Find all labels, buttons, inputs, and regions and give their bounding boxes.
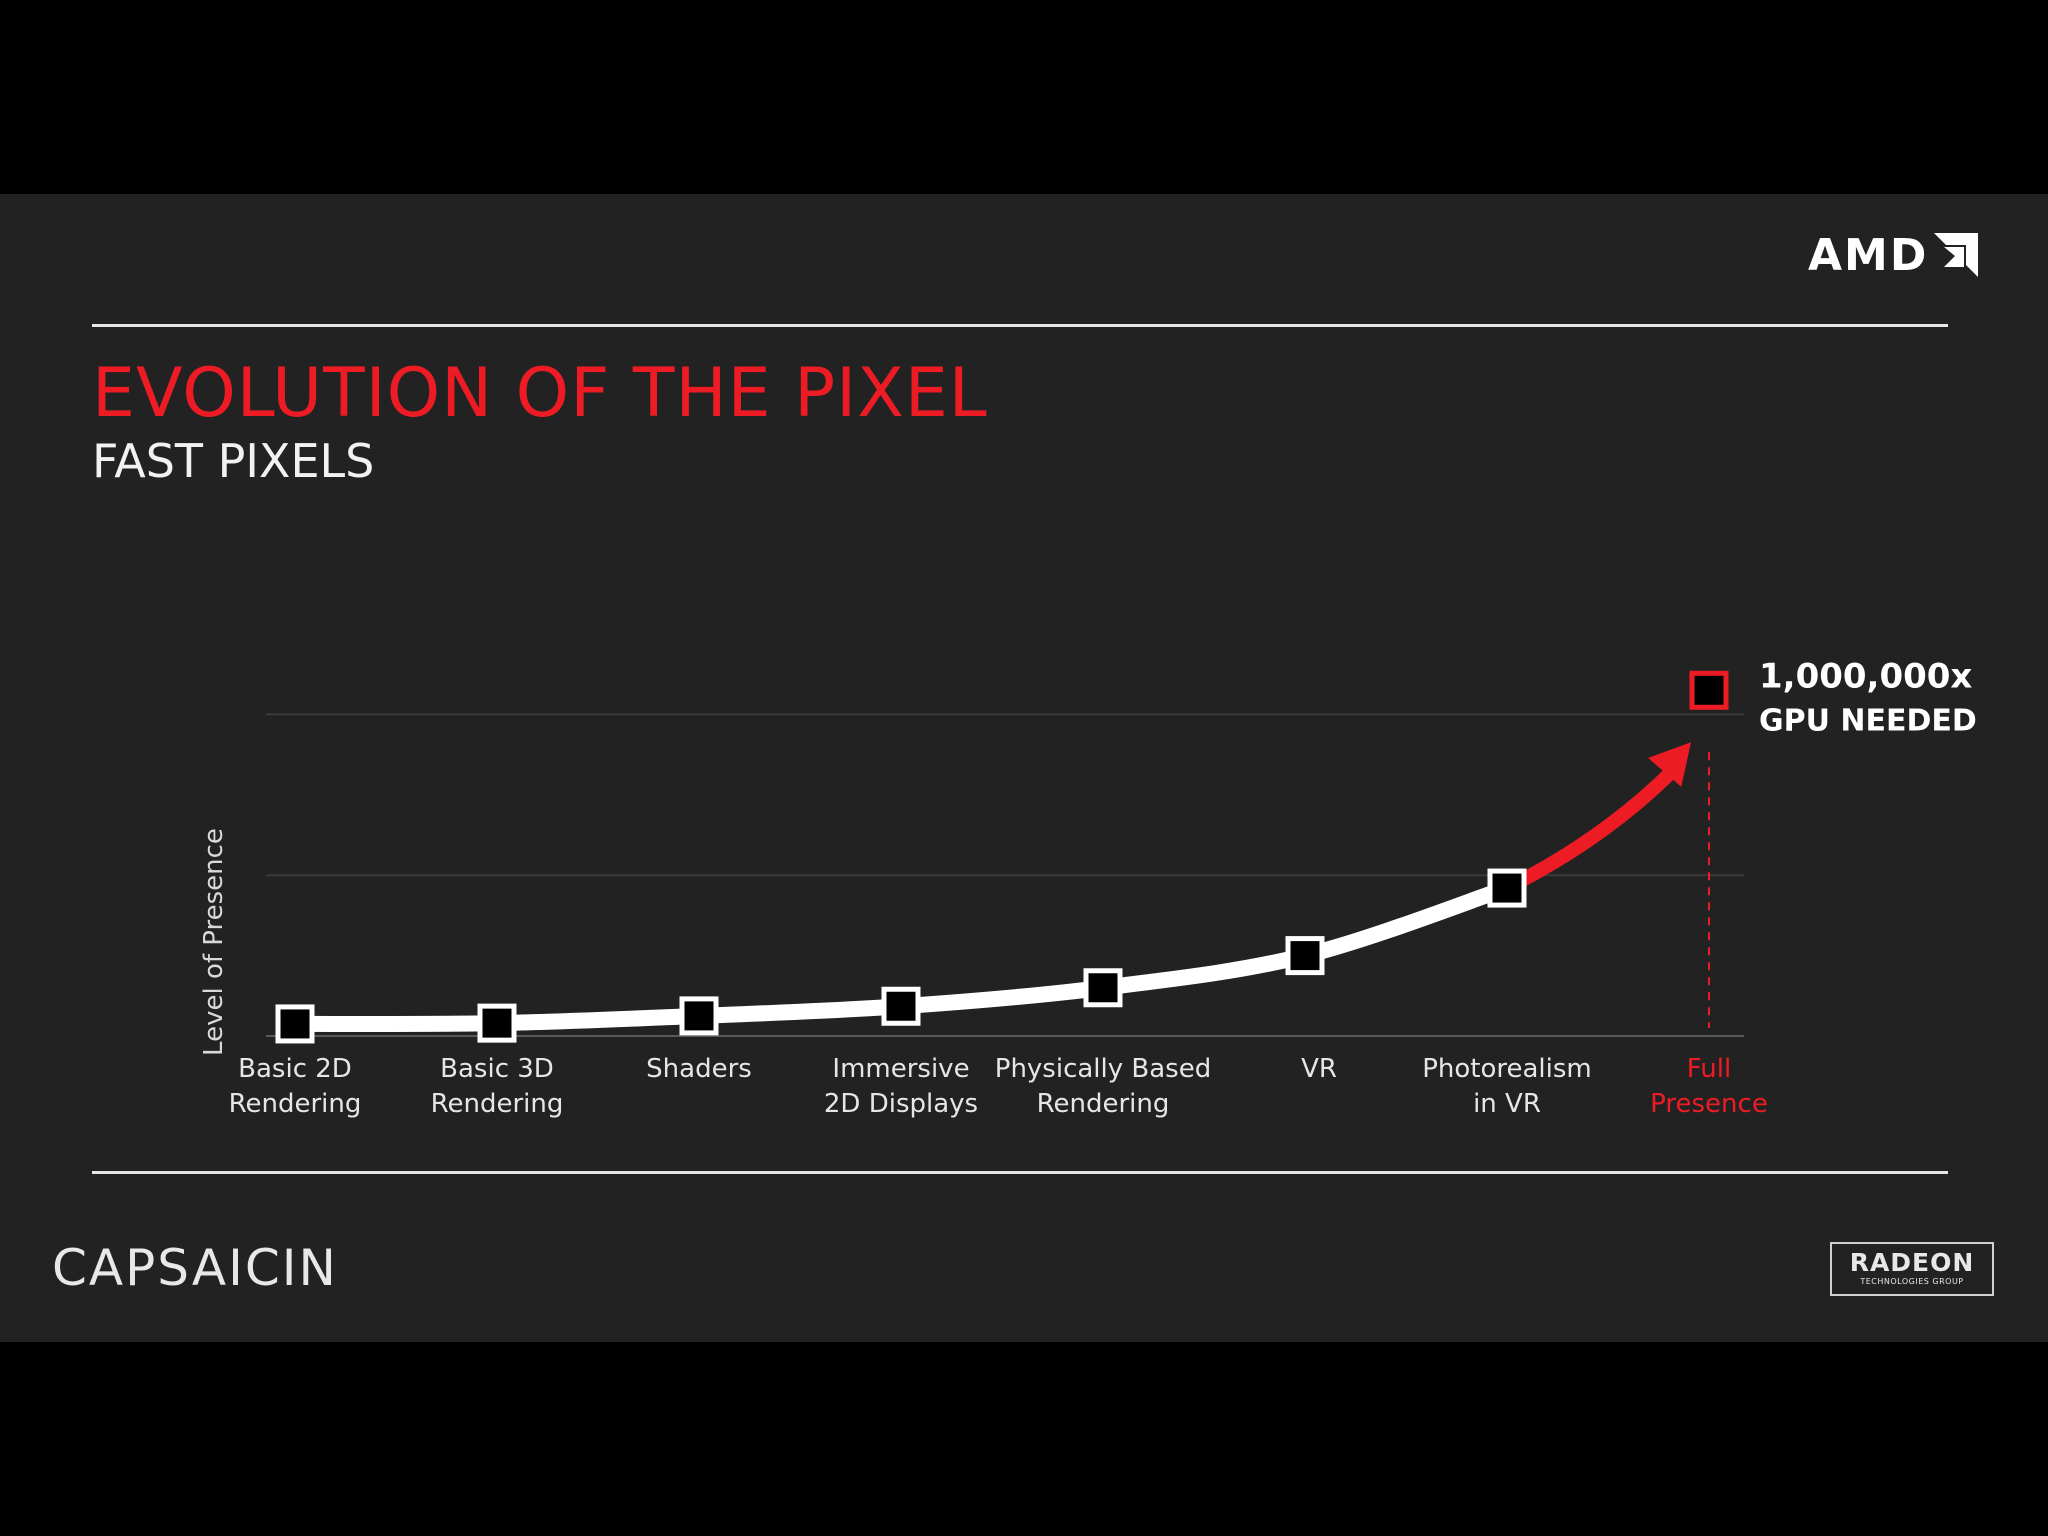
- x-category-label: Basic 3D: [440, 1054, 554, 1084]
- capsaicin-logo: CAPSAICIN: [52, 1239, 338, 1297]
- x-category-label: Basic 2D: [238, 1054, 352, 1084]
- milestone-marker: [1487, 868, 1527, 908]
- amd-logo-text: AMD: [1808, 229, 1929, 281]
- milestone-marker: [881, 986, 921, 1026]
- x-category-label: Physically Based: [995, 1054, 1211, 1084]
- x-category-label: Rendering: [229, 1089, 362, 1119]
- milestone-marker: [1083, 968, 1123, 1008]
- milestone-marker: [275, 1004, 315, 1044]
- amd-arrow-icon: [1934, 233, 1979, 277]
- target-annotation: 1,000,000x: [1759, 656, 1972, 696]
- x-category-label: 2D Displays: [824, 1089, 978, 1119]
- bottom-divider: [92, 1171, 1948, 1174]
- x-category-label: VR: [1301, 1054, 1337, 1084]
- x-category-label: Immersive: [832, 1054, 969, 1084]
- slide: AMD EVOLUTION OF THE PIXEL FAST PIXELS L…: [0, 194, 2048, 1342]
- x-category-label: Shaders: [646, 1054, 752, 1084]
- slide-title: EVOLUTION OF THE PIXEL: [92, 354, 988, 433]
- slide-subtitle: FAST PIXELS: [92, 434, 375, 488]
- milestone-marker: [1285, 936, 1325, 976]
- presence-chart: Level of Presence Basic 2D Rendering Basic…: [199, 656, 1977, 1119]
- top-divider: [92, 324, 1948, 327]
- radeon-badge: RADEON TECHNOLOGIES GROUP: [1830, 1242, 1994, 1296]
- target-annotation: GPU NEEDED: [1759, 703, 1977, 738]
- milestone-marker: [477, 1003, 517, 1043]
- x-category-label: Presence: [1650, 1089, 1768, 1119]
- full-presence-marker: [1689, 670, 1729, 710]
- milestone-marker: [679, 996, 719, 1036]
- projection-arrowhead: [1648, 742, 1691, 787]
- projection-arrow: [1503, 759, 1685, 895]
- x-category-label: Rendering: [431, 1089, 564, 1119]
- radeon-badge-text: RADEON: [1849, 1248, 1975, 1277]
- x-category-label: in VR: [1473, 1089, 1541, 1119]
- amd-logo: AMD: [1808, 229, 1979, 281]
- radeon-badge-subtext: TECHNOLOGIES GROUP: [1860, 1277, 1964, 1286]
- y-axis-label: Level of Presence: [199, 828, 229, 1056]
- x-category-label: Full: [1687, 1054, 1731, 1084]
- x-category-label: Photorealism: [1422, 1054, 1592, 1084]
- x-category-label: Rendering: [1037, 1089, 1170, 1119]
